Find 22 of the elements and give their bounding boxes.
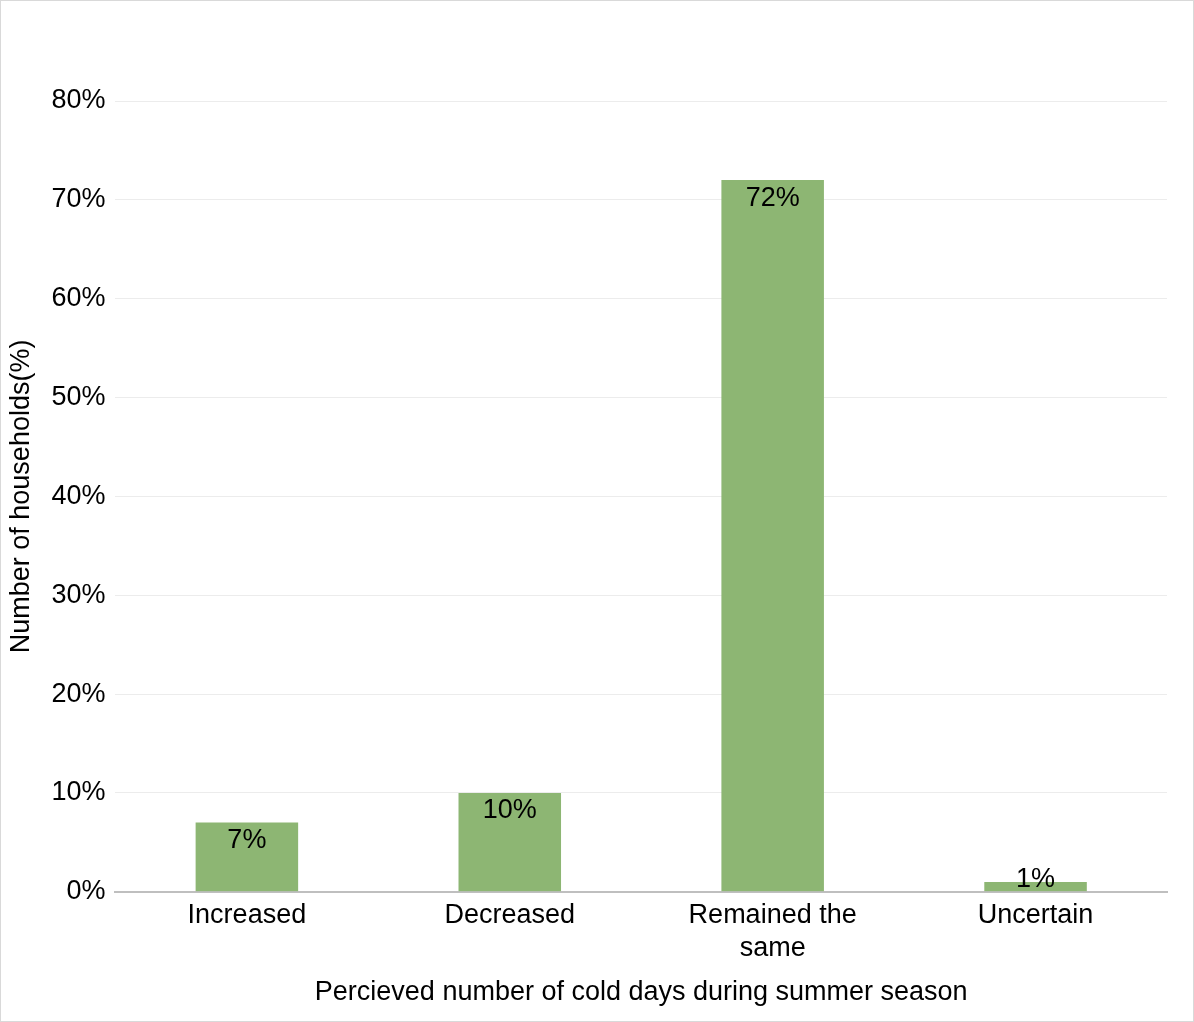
y-tick-label: 20%	[51, 677, 106, 708]
y-tick-label: 60%	[51, 282, 106, 313]
data-label: 10%	[482, 794, 537, 825]
x-tick-label: Remained the same	[688, 899, 857, 962]
y-tick-label: 50%	[51, 381, 106, 411]
x-tick-label: Decreased	[444, 899, 576, 930]
x-tick-label: Uncertain	[977, 899, 1094, 930]
y-tick-label: 30%	[51, 578, 106, 609]
y-tick-label: 10%	[51, 776, 106, 807]
data-label: 1%	[1016, 863, 1056, 894]
x-axis-title: Percieved number of cold days during summer season	[314, 976, 968, 1007]
y-tick-label: 80%	[51, 84, 106, 115]
y-tick-label: 0%	[66, 875, 106, 906]
bar	[195, 822, 299, 892]
bar	[458, 792, 562, 892]
data-label: 72%	[745, 181, 800, 212]
data-label: 7%	[227, 824, 267, 855]
y-axis-title: Number of households(%)	[4, 339, 35, 654]
bar	[721, 180, 824, 892]
y-tick-label: 40%	[51, 479, 106, 510]
y-tick-label: 70%	[51, 183, 106, 214]
x-tick-label: Increased	[187, 899, 307, 930]
